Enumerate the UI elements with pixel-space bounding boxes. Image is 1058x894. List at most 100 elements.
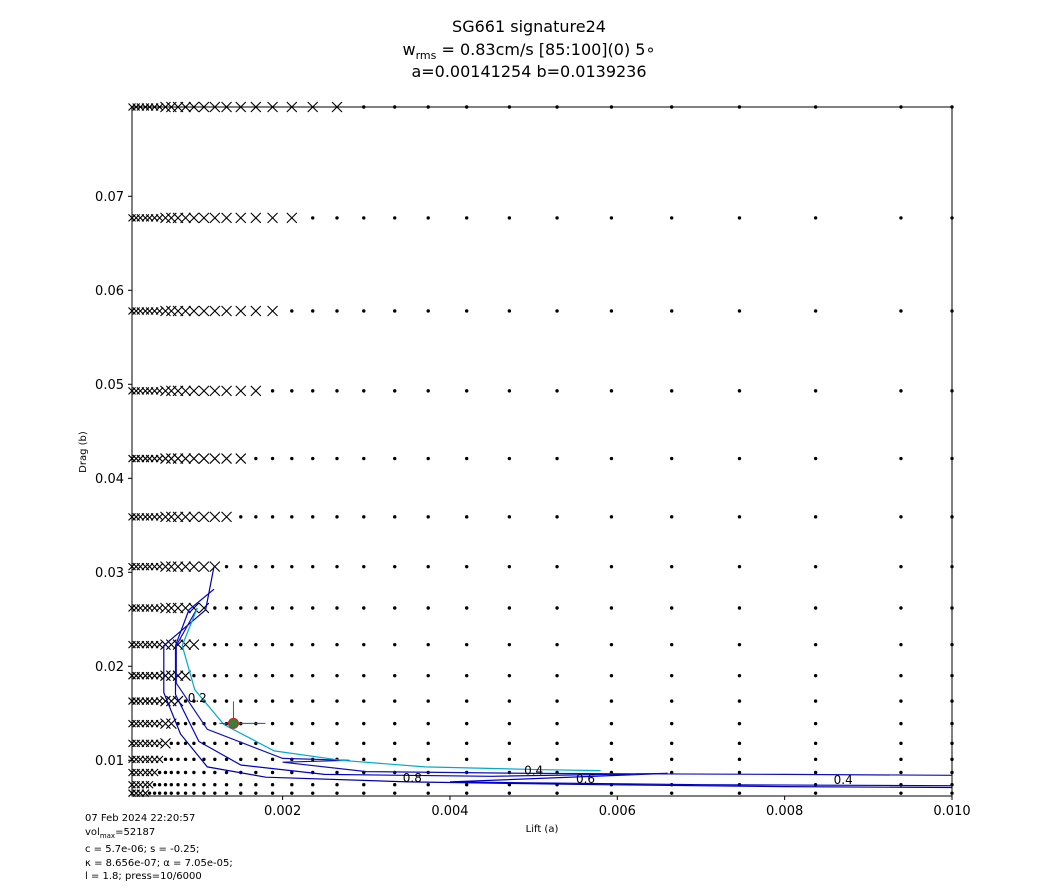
sample-point: [899, 216, 903, 220]
y-tick-label: 0.03: [95, 566, 124, 581]
sample-point: [426, 389, 430, 393]
sample-point: [609, 515, 614, 519]
axis-layer: 0.002 0.004 0.006 0.008 0.010 0.01 0.02 0.03 0.0…: [95, 190, 971, 819]
sample-point: [813, 741, 818, 746]
failed-sample-marker: [180, 561, 191, 573]
footnote-line5: l = 1.8; press=10/6000: [85, 871, 202, 882]
sample-point: [555, 642, 559, 647]
sample-point: [737, 757, 742, 762]
sample-point: [163, 791, 168, 795]
failed-sample-marker: [160, 561, 171, 573]
failed-sample-marker: [180, 511, 191, 523]
sample-point: [737, 741, 742, 746]
sample-point: [224, 642, 229, 647]
failed-sample-marker: [221, 453, 232, 464]
chart-subtitle: wrms = 0.83cm/s [85:100](0) 5∘: [403, 40, 656, 62]
sample-point: [426, 309, 430, 313]
sample-point: [426, 642, 430, 647]
sample-point: [311, 783, 315, 787]
sample-point: [163, 770, 168, 775]
sample-point: [239, 783, 243, 787]
contour-line-0.6: [174, 588, 953, 787]
sample-point: [270, 757, 275, 762]
sample-point: [311, 721, 315, 726]
failed-sample-marker: [172, 385, 184, 397]
y-tick-label: 0.05: [95, 378, 124, 393]
sample-point: [393, 757, 397, 762]
sample-point: [239, 757, 243, 762]
sample-point: [192, 699, 196, 703]
failed-sample-marker: [188, 212, 200, 224]
sample-point: [813, 757, 818, 762]
sample-point: [290, 606, 294, 610]
sample-point: [555, 741, 559, 746]
sample-point: [183, 791, 188, 795]
sample-point: [464, 699, 469, 703]
sample-point: [213, 741, 217, 746]
sample-point: [464, 606, 469, 610]
sample-point: [899, 389, 903, 393]
sample-point: [555, 216, 559, 220]
sample-point: [224, 741, 229, 746]
sample-point: [270, 741, 275, 746]
sample-point: [609, 757, 614, 762]
y-tick-label: 0.02: [95, 660, 124, 675]
sample-point: [254, 783, 258, 787]
sample-point: [464, 564, 469, 569]
contour-label: 0.4: [834, 773, 853, 787]
sample-point: [224, 757, 229, 762]
sample-point: [426, 515, 430, 519]
sample-point: [609, 456, 614, 461]
sample-point: [157, 791, 162, 795]
failed-sample-marker: [172, 602, 184, 614]
failed-sample-marker: [209, 561, 221, 573]
sample-point: [669, 757, 674, 762]
sample-point: [192, 783, 196, 787]
sample-point: [176, 783, 180, 787]
sample-point: [362, 783, 366, 787]
sample-point: [335, 515, 339, 519]
failed-sample-marker: [286, 212, 298, 224]
contour-label: 0.4: [524, 763, 543, 777]
sample-point: [899, 515, 903, 519]
sample-point: [311, 642, 315, 647]
sample-point: [254, 673, 258, 678]
failed-sample-marker: [155, 307, 164, 315]
sample-point: [192, 721, 196, 726]
sample-point: [555, 673, 559, 678]
sample-point: [362, 309, 366, 313]
failed-sample-marker: [145, 780, 154, 789]
sample-point: [183, 741, 188, 746]
sample-point: [254, 770, 258, 775]
sample-point: [213, 699, 217, 703]
sample-point: [813, 564, 818, 569]
sample-point: [464, 515, 469, 519]
sample-point: [311, 216, 315, 220]
sample-point: [507, 515, 512, 519]
sample-point: [393, 389, 397, 393]
y-tick-label: 0.04: [95, 472, 124, 487]
sample-point: [202, 757, 206, 762]
sample-point: [239, 673, 243, 678]
sample-point: [290, 389, 294, 393]
sample-point: [290, 783, 294, 787]
sample-point: [813, 389, 818, 393]
failed-sample-marker: [235, 453, 247, 464]
failed-sample-marker: [209, 453, 221, 464]
failed-sample-marker: [250, 385, 262, 397]
failed-sample-marker: [188, 561, 200, 573]
sample-point: [270, 515, 275, 519]
contour-label: 0.6: [576, 772, 595, 786]
failed-sample-marker: [209, 305, 221, 317]
sample-point: [270, 389, 275, 393]
x-tick-label: 0.008: [766, 804, 803, 819]
sample-point: [393, 456, 397, 461]
sample-point: [183, 721, 188, 726]
failed-sample-marker: [180, 602, 191, 614]
sample-point: [737, 721, 742, 726]
sample-point: [609, 564, 614, 569]
contour-label: 0.8: [403, 771, 422, 785]
failed-sample-marker: [160, 305, 171, 317]
sample-point: [362, 673, 366, 678]
footnote-line3: c = 5.7e-06; s = -0.25;: [85, 844, 200, 855]
